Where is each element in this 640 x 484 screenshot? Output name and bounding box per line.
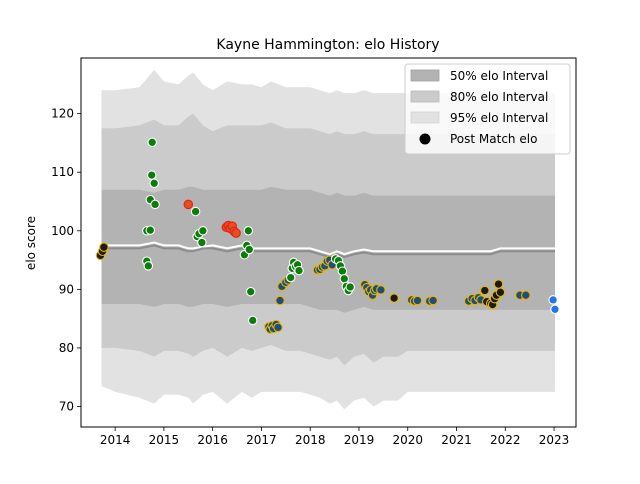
post-match-point [231, 228, 241, 238]
y-tick-label: 100 [51, 224, 74, 238]
post-match-point [480, 285, 490, 296]
y-tick-label: 70 [59, 400, 74, 414]
post-match-point [389, 293, 399, 303]
post-match-point [339, 274, 350, 284]
post-match-point [143, 261, 154, 271]
legend-label-95: 95% elo Interval [450, 111, 548, 125]
x-tick-label: 2023 [539, 433, 570, 447]
legend-label-80: 80% elo Interval [450, 90, 548, 104]
center-lines [101, 241, 555, 259]
post-match-point [285, 272, 296, 283]
post-match-point [345, 282, 355, 292]
post-match-point [190, 206, 201, 217]
x-tick-label: 2022 [490, 433, 521, 447]
mean-elo-line [101, 241, 555, 256]
legend-box [404, 63, 571, 155]
post-match-point [428, 295, 438, 306]
x-tick-label: 2015 [149, 433, 180, 447]
legend-swatch-80 [410, 90, 440, 103]
legend-swatch-50 [410, 69, 440, 82]
axis-ticks: 2014 2015 2016 2017 2018 2019 2020 2021 2022 2023… [51, 107, 569, 447]
median-elo-line [101, 244, 555, 259]
post-match-point [550, 304, 560, 315]
post-match-point [243, 226, 254, 236]
x-tick-label: 2014 [100, 433, 131, 447]
post-match-point [147, 137, 157, 148]
post-match-point [493, 279, 504, 289]
legend-label-50: 50% elo Interval [450, 69, 548, 83]
post-match-point [294, 265, 304, 276]
post-match-point [548, 295, 558, 305]
x-tick-label: 2016 [197, 433, 228, 447]
y-tick-label: 90 [59, 282, 74, 296]
x-tick-label: 2019 [344, 433, 375, 447]
post-match-point [412, 295, 423, 306]
post-match-point [245, 286, 256, 297]
post-match-point [337, 266, 348, 276]
plot-frame [80, 57, 577, 428]
post-match-point [495, 287, 506, 298]
y-axis-label: elo score [24, 216, 38, 270]
post-match-point [244, 244, 255, 255]
legend-marker-post-match [419, 133, 431, 145]
post-match-point [183, 199, 194, 210]
y-tick-label: 110 [51, 165, 74, 179]
x-tick-label: 2017 [246, 433, 277, 447]
post-match-point [99, 242, 109, 252]
post-match-point [149, 178, 159, 189]
x-tick-label: 2020 [392, 433, 423, 447]
x-tick-label: 2018 [295, 433, 326, 447]
y-tick-label: 120 [51, 107, 74, 121]
post-match-point [150, 199, 160, 210]
post-match-point [275, 295, 285, 306]
y-tick-label: 80 [59, 341, 74, 355]
post-match-point [145, 225, 156, 235]
post-match-point [273, 322, 283, 333]
post-match-point [521, 290, 531, 300]
x-tick-label: 2021 [441, 433, 472, 447]
legend-label-post-match: Post Match elo [450, 132, 537, 146]
post-match-point [146, 170, 157, 180]
post-match-point [197, 237, 207, 248]
post-match-point [247, 315, 258, 326]
band-50-interval [101, 186, 555, 313]
post-match-points [95, 137, 560, 334]
interval-bands [101, 69, 555, 410]
post-match-point [376, 285, 386, 295]
post-match-point [198, 226, 208, 236]
legend: 50% elo Interval 80% elo Interval 95% el… [404, 63, 571, 155]
legend-swatch-95 [410, 111, 440, 124]
chart-title: Kayne Hammington: elo History [216, 37, 439, 53]
